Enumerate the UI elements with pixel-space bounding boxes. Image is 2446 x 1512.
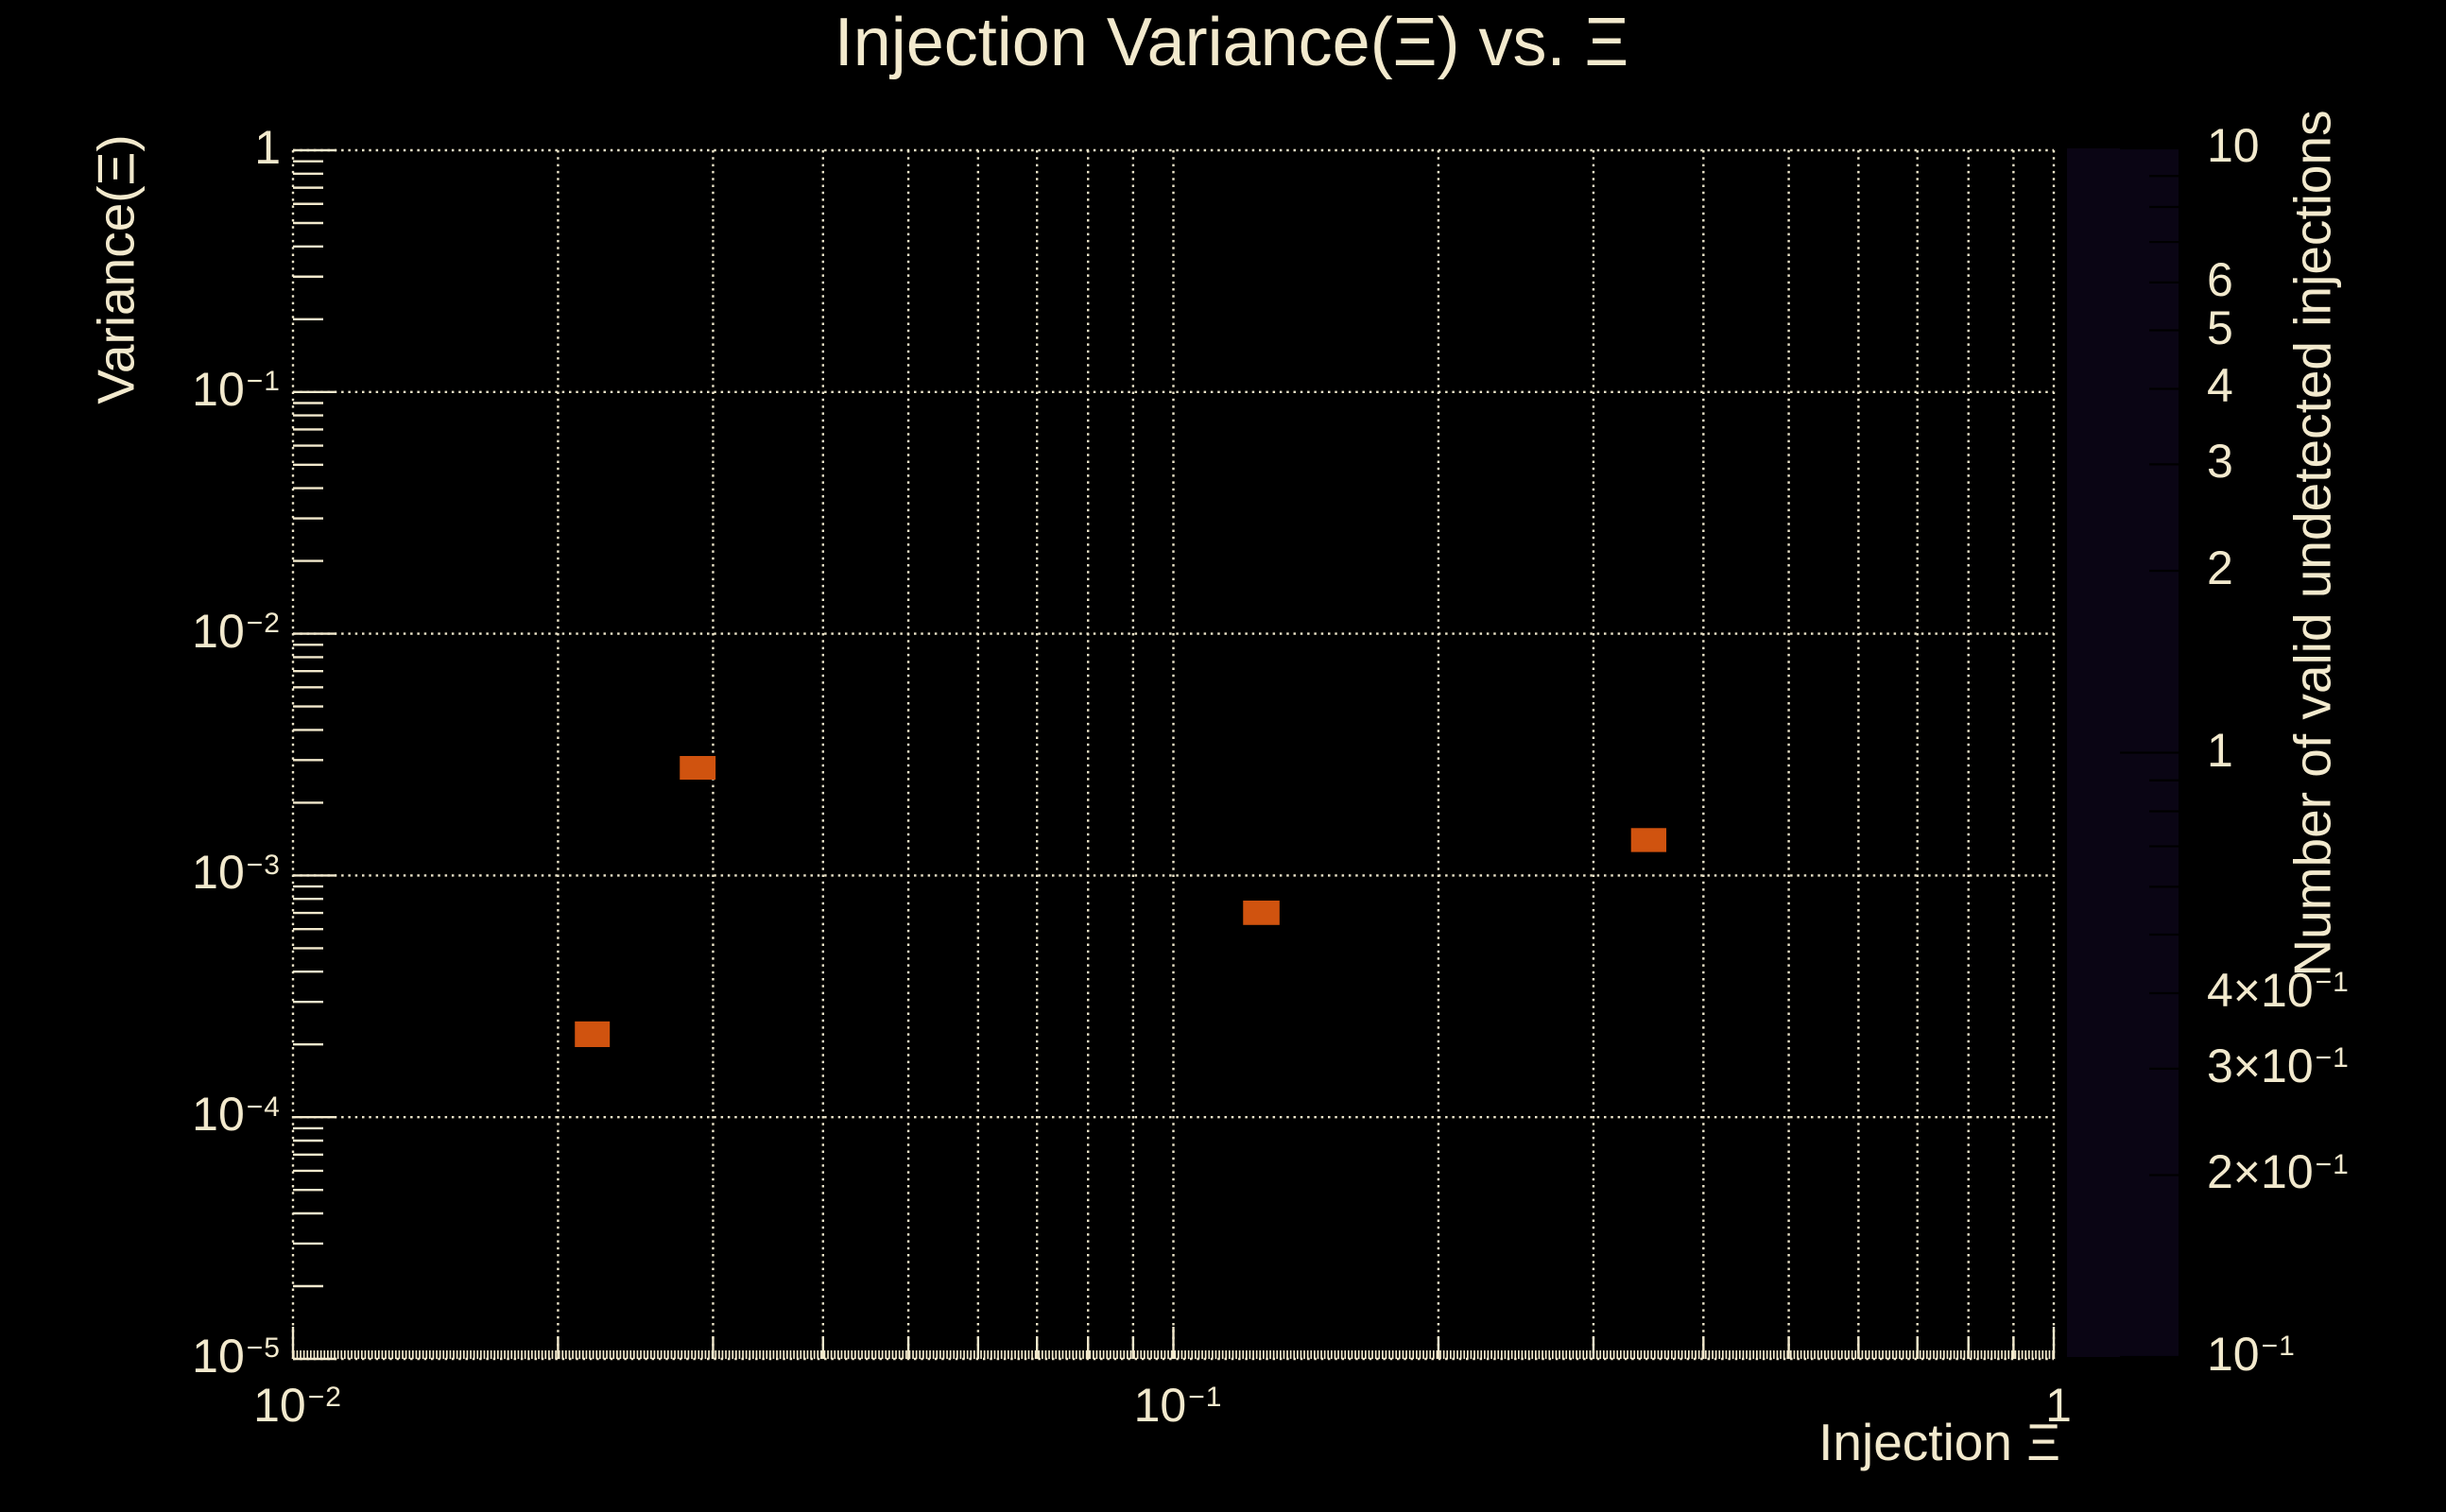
y-tick-label: 10−1 bbox=[192, 362, 281, 416]
colorbar-tick-label: 2×10−1 bbox=[2207, 1145, 2350, 1199]
y-tick-label: 10−5 bbox=[192, 1330, 281, 1383]
x-tick-label: 1 bbox=[2045, 1379, 2072, 1432]
y-tick-label: 1 bbox=[254, 121, 281, 174]
colorbar-tick-label: 10−1 bbox=[2207, 1328, 2296, 1381]
colorbar-tick-label: 10 bbox=[2207, 119, 2260, 172]
histogram-cell bbox=[1630, 828, 1667, 852]
colorbar-tick-label: 3 bbox=[2207, 435, 2233, 489]
chart-title: Injection Variance(Ξ) vs. Ξ bbox=[834, 5, 1629, 80]
y-tick-label: 10−3 bbox=[192, 846, 281, 900]
histogram-cell bbox=[1243, 901, 1280, 925]
y-tick-label: 10−2 bbox=[192, 604, 281, 658]
colorbar-tick-label: 3×10−1 bbox=[2207, 1039, 2350, 1092]
x-tick-label: 10−2 bbox=[253, 1379, 342, 1432]
colorbar-tick-label: 4×10−1 bbox=[2207, 963, 2350, 1017]
histogram-cell bbox=[680, 755, 716, 781]
x-tick-label: 10−1 bbox=[1133, 1379, 1223, 1432]
colorbar-title: Number of valid undetected injections bbox=[2282, 110, 2342, 977]
x-axis-title: Injection Ξ bbox=[1818, 1413, 2060, 1471]
y-axis-title: Variance(Ξ) bbox=[86, 134, 146, 404]
histogram-cell bbox=[575, 1021, 611, 1048]
colorbar-tick-label: 1 bbox=[2207, 723, 2233, 777]
colorbar-tick-label: 5 bbox=[2207, 301, 2233, 354]
colorbar-tick-label: 4 bbox=[2207, 359, 2233, 413]
colorbar-tick-label: 2 bbox=[2207, 541, 2233, 594]
y-tick-label: 10−4 bbox=[192, 1088, 281, 1142]
colorbar-tick-label: 6 bbox=[2207, 252, 2233, 306]
